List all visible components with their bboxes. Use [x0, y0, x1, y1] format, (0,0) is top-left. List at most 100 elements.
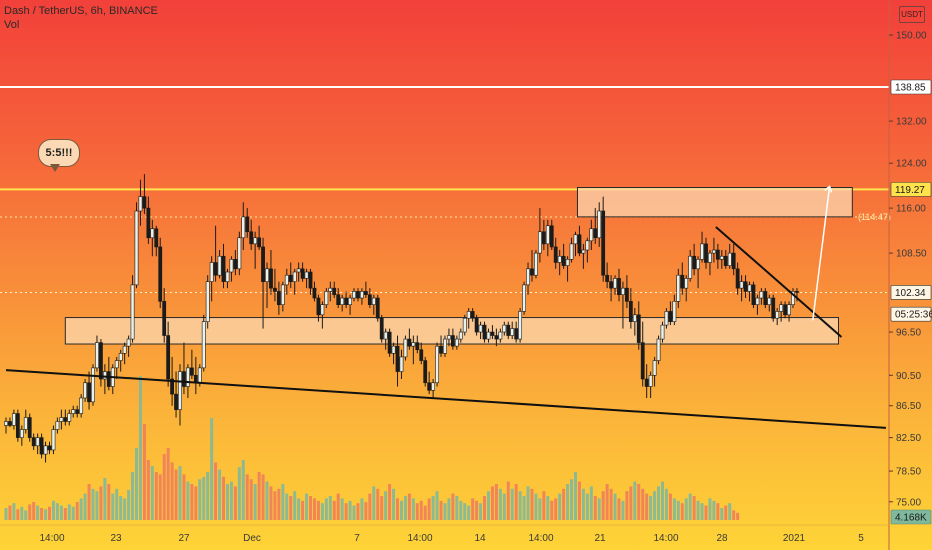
annotation-bubble[interactable]: 5:5!!!: [38, 139, 80, 167]
candle: [696, 259, 700, 270]
candle: [106, 371, 111, 387]
candle: [648, 374, 653, 387]
volume-bar: [210, 418, 214, 520]
candle: [348, 297, 352, 305]
volume-bar: [301, 500, 305, 520]
candle: [791, 291, 795, 305]
candle: [379, 317, 384, 340]
candle: [241, 216, 246, 239]
volume-bar: [613, 493, 617, 520]
volume-bar: [91, 488, 95, 520]
volume-bar: [289, 496, 293, 520]
candle: [494, 335, 499, 340]
volume-bar: [99, 486, 103, 520]
volume-bar: [566, 484, 570, 520]
candle: [569, 243, 574, 260]
time-tick-label: 14: [474, 533, 486, 544]
projection-arrow: [812, 186, 831, 321]
volume-bar: [605, 484, 609, 520]
candle: [573, 234, 578, 245]
volume-bar: [336, 493, 340, 520]
candle: [723, 255, 728, 266]
volume-indicator-label[interactable]: Vol: [4, 19, 20, 31]
volume-bar: [475, 500, 479, 520]
volume-bar: [384, 491, 388, 520]
candle: [541, 231, 546, 245]
candle: [59, 417, 64, 422]
volume-bar: [320, 503, 324, 520]
candle: [751, 284, 756, 305]
volume-bar: [44, 509, 48, 520]
volume-bar: [368, 493, 372, 520]
volume-bar: [162, 454, 166, 520]
volume-bar: [229, 481, 233, 520]
candle: [518, 311, 523, 340]
volume-bar: [403, 496, 407, 520]
candle: [783, 304, 787, 316]
candle: [12, 413, 16, 426]
price-tick-label: 108.50: [896, 249, 927, 260]
candle: [245, 216, 250, 233]
currency-badge[interactable]: USDT: [899, 6, 925, 23]
volume-bar: [364, 502, 368, 520]
volume-bar: [597, 498, 601, 520]
candles: [4, 174, 799, 463]
price-tick-label: 132.00: [896, 117, 927, 128]
price-zone: [576, 187, 853, 218]
candle: [265, 268, 269, 282]
candle: [526, 268, 530, 286]
candle: [284, 274, 289, 286]
volume-bar: [305, 493, 309, 520]
candle: [403, 338, 408, 358]
candle: [660, 324, 665, 340]
symbol-title[interactable]: Dash / TetherUS, 6h, BINANCE: [4, 5, 158, 17]
volume-bar: [396, 498, 400, 520]
price-tick-label: 150.00: [896, 30, 927, 41]
time-tick-label: 21: [594, 533, 606, 544]
time-tick-label: 7: [354, 533, 360, 544]
candle: [779, 304, 784, 312]
candle: [363, 291, 368, 296]
price-tag: [890, 306, 932, 322]
volume-bar: [24, 510, 28, 520]
volume-bar: [352, 505, 356, 520]
candle: [344, 297, 349, 305]
candle: [530, 268, 534, 276]
candle: [99, 342, 103, 380]
candle: [217, 255, 222, 276]
volume-bar: [467, 505, 471, 520]
candle: [31, 437, 36, 447]
volume-bar: [617, 498, 621, 520]
candle: [621, 287, 625, 296]
candle: [178, 371, 182, 410]
candle: [154, 228, 159, 248]
volume-bar: [439, 500, 443, 520]
volume-bar: [601, 491, 605, 520]
candle: [625, 287, 629, 302]
candle: [585, 240, 590, 251]
candle: [565, 259, 570, 266]
time-tick-label: 5: [858, 533, 864, 544]
volume-bar: [423, 505, 427, 520]
volume-bar: [688, 493, 692, 520]
time-tick-label: 14:00: [653, 533, 678, 544]
candle: [229, 259, 234, 273]
volume-bar: [538, 498, 542, 520]
candle: [300, 268, 305, 279]
volume-bar: [225, 484, 229, 520]
volume-bar: [257, 472, 261, 520]
candle: [95, 342, 99, 369]
volume-bar: [372, 486, 376, 520]
volume-bar: [135, 448, 139, 520]
candle: [371, 297, 376, 305]
candle: [704, 243, 708, 263]
volume-bar: [593, 496, 597, 520]
volume-bar: [498, 488, 502, 520]
candle: [387, 331, 392, 354]
candle: [257, 237, 262, 248]
candle: [522, 284, 526, 312]
candle: [399, 356, 404, 372]
volume-bar: [570, 479, 574, 520]
